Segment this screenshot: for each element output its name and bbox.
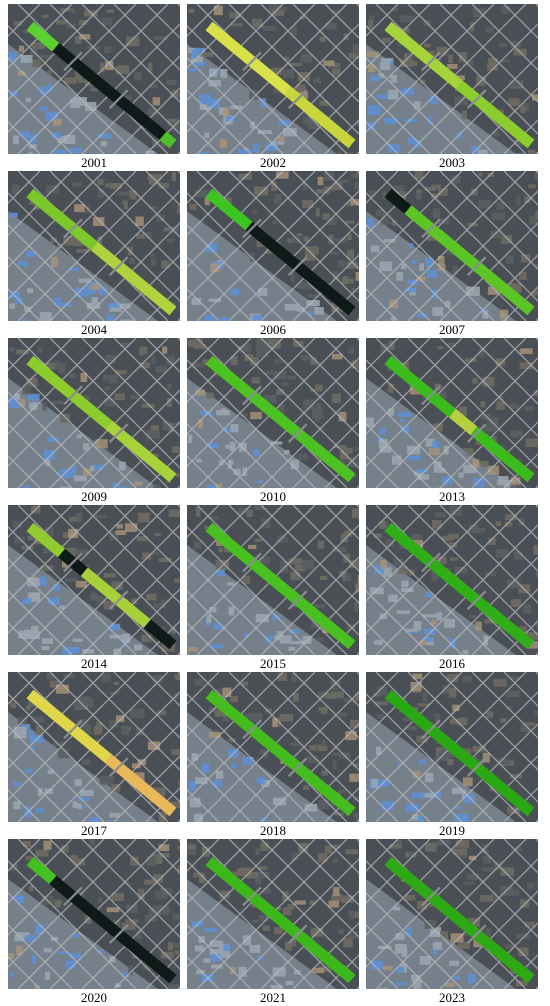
year-caption: 2001 — [81, 155, 107, 170]
satellite-image — [187, 338, 359, 488]
satellite-image — [366, 672, 538, 822]
satellite-image-svg — [8, 505, 180, 655]
satellite-image — [8, 4, 180, 154]
satellite-image — [8, 839, 180, 989]
satellite-image-svg — [8, 171, 180, 321]
satellite-image-svg — [187, 4, 359, 154]
satellite-image-svg — [366, 4, 538, 154]
map-panel: 2021 — [187, 839, 359, 1006]
map-panel: 2017 — [8, 672, 180, 839]
satellite-image-svg — [366, 171, 538, 321]
satellite-image-svg — [187, 839, 359, 989]
year-caption: 2021 — [260, 990, 286, 1005]
year-caption: 2016 — [439, 656, 465, 671]
map-panel: 2010 — [187, 338, 359, 505]
year-caption: 2019 — [439, 823, 465, 838]
satellite-image — [8, 171, 180, 321]
year-caption: 2017 — [81, 823, 107, 838]
year-caption: 2018 — [260, 823, 286, 838]
satellite-image-svg — [366, 672, 538, 822]
map-panel: 2023 — [366, 839, 538, 1006]
map-panel: 2004 — [8, 171, 180, 338]
map-panel: 2014 — [8, 505, 180, 672]
year-caption: 2014 — [81, 656, 107, 671]
map-panel: 2007 — [366, 171, 538, 338]
year-caption: 2002 — [260, 155, 286, 170]
map-panel: 2019 — [366, 672, 538, 839]
map-panel: 2020 — [8, 839, 180, 1006]
map-panel: 2002 — [187, 4, 359, 171]
map-panel: 2001 — [8, 4, 180, 171]
satellite-image — [366, 505, 538, 655]
satellite-image — [366, 338, 538, 488]
year-caption: 2010 — [260, 489, 286, 504]
satellite-image — [366, 839, 538, 989]
map-panel: 2015 — [187, 505, 359, 672]
satellite-image-svg — [8, 4, 180, 154]
satellite-image — [187, 171, 359, 321]
satellite-image — [366, 4, 538, 154]
year-caption: 2004 — [81, 322, 107, 337]
year-caption: 2007 — [439, 322, 465, 337]
satellite-image — [366, 171, 538, 321]
satellite-image — [187, 4, 359, 154]
satellite-image — [187, 839, 359, 989]
map-panel: 2018 — [187, 672, 359, 839]
satellite-image-svg — [366, 505, 538, 655]
map-panel: 2009 — [8, 338, 180, 505]
year-caption: 2013 — [439, 489, 465, 504]
satellite-image-svg — [8, 839, 180, 989]
satellite-image-svg — [187, 338, 359, 488]
satellite-image — [187, 672, 359, 822]
satellite-image — [8, 338, 180, 488]
map-panel: 2013 — [366, 338, 538, 505]
satellite-image-svg — [187, 171, 359, 321]
satellite-image-svg — [187, 505, 359, 655]
satellite-image-svg — [8, 672, 180, 822]
year-caption: 2015 — [260, 656, 286, 671]
satellite-image — [187, 505, 359, 655]
year-caption: 2003 — [439, 155, 465, 170]
satellite-image — [8, 505, 180, 655]
map-panel: 2016 — [366, 505, 538, 672]
satellite-image — [8, 672, 180, 822]
satellite-image-svg — [8, 338, 180, 488]
year-caption: 2006 — [260, 322, 286, 337]
map-panel: 2006 — [187, 171, 359, 338]
map-panel-grid: 2001 2002 2003 2004 2006 2007 2009 2010 2013 2014… — [8, 4, 548, 1006]
satellite-image-svg — [366, 338, 538, 488]
year-caption: 2020 — [81, 990, 107, 1005]
map-panel: 2003 — [366, 4, 538, 171]
year-caption: 2023 — [439, 990, 465, 1005]
year-caption: 2009 — [81, 489, 107, 504]
satellite-image-svg — [187, 672, 359, 822]
satellite-image-svg — [366, 839, 538, 989]
